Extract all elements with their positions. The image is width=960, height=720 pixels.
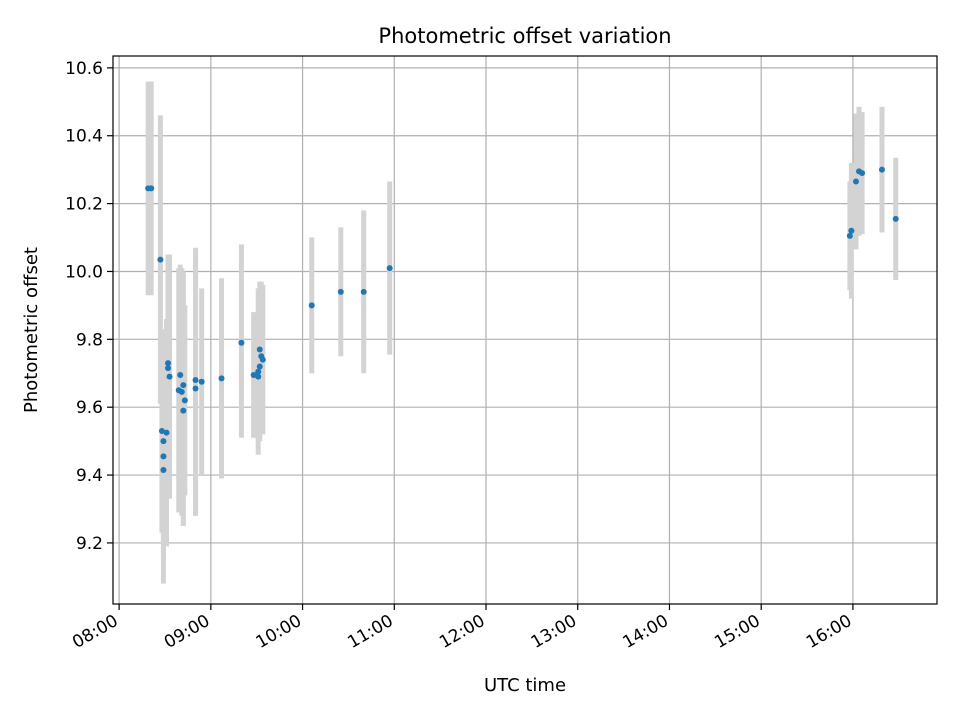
y-axis-ticks: 9.2 9.4 9.6 9.8 10.0 10.2 10.4 10.6 — [65, 59, 113, 554]
data-point — [160, 466, 167, 473]
data-point — [878, 166, 885, 173]
data-point — [386, 265, 393, 272]
data-point — [192, 385, 199, 392]
data-point — [165, 365, 172, 372]
data-point — [250, 371, 257, 378]
y-axis-label: Photometric offset — [21, 247, 42, 413]
data-point — [308, 302, 315, 309]
plot-frame — [112, 55, 938, 605]
data-point — [160, 453, 167, 460]
data-point — [198, 378, 205, 385]
data-point — [256, 363, 263, 370]
data-point — [259, 356, 266, 363]
data-point — [848, 227, 855, 234]
data-point — [255, 368, 262, 375]
data-point — [218, 375, 225, 382]
data-point — [178, 388, 185, 395]
y-tick-label: 9.4 — [76, 466, 103, 486]
data-point — [180, 407, 187, 414]
data-points — [145, 166, 899, 473]
chart-title: Photometric offset variation — [378, 24, 671, 48]
data-point — [157, 256, 164, 263]
data-point — [165, 360, 172, 367]
data-point — [255, 373, 262, 380]
y-tick-label: 10.6 — [65, 59, 103, 79]
data-point — [337, 288, 344, 295]
data-point — [148, 185, 155, 192]
data-point — [846, 232, 853, 239]
data-point — [180, 382, 187, 389]
data-point — [859, 170, 866, 177]
y-tick-label: 9.8 — [76, 330, 103, 350]
x-axis-label: UTC time — [484, 675, 566, 696]
y-tick-label: 10.0 — [65, 262, 103, 282]
data-point — [177, 371, 184, 378]
data-point — [192, 377, 199, 384]
y-tick-label: 9.2 — [76, 534, 103, 554]
data-point — [852, 178, 859, 185]
data-point — [238, 339, 245, 346]
data-point — [160, 438, 167, 445]
data-point — [892, 215, 899, 222]
y-tick-label: 10.2 — [65, 195, 103, 215]
data-point — [163, 429, 170, 436]
data-point — [158, 427, 165, 434]
data-point — [360, 288, 367, 295]
data-point — [181, 397, 188, 404]
data-point — [166, 373, 173, 380]
y-tick-label: 10.4 — [65, 127, 103, 147]
y-tick-label: 9.6 — [76, 398, 103, 418]
data-point — [256, 346, 263, 353]
grid — [113, 56, 937, 604]
